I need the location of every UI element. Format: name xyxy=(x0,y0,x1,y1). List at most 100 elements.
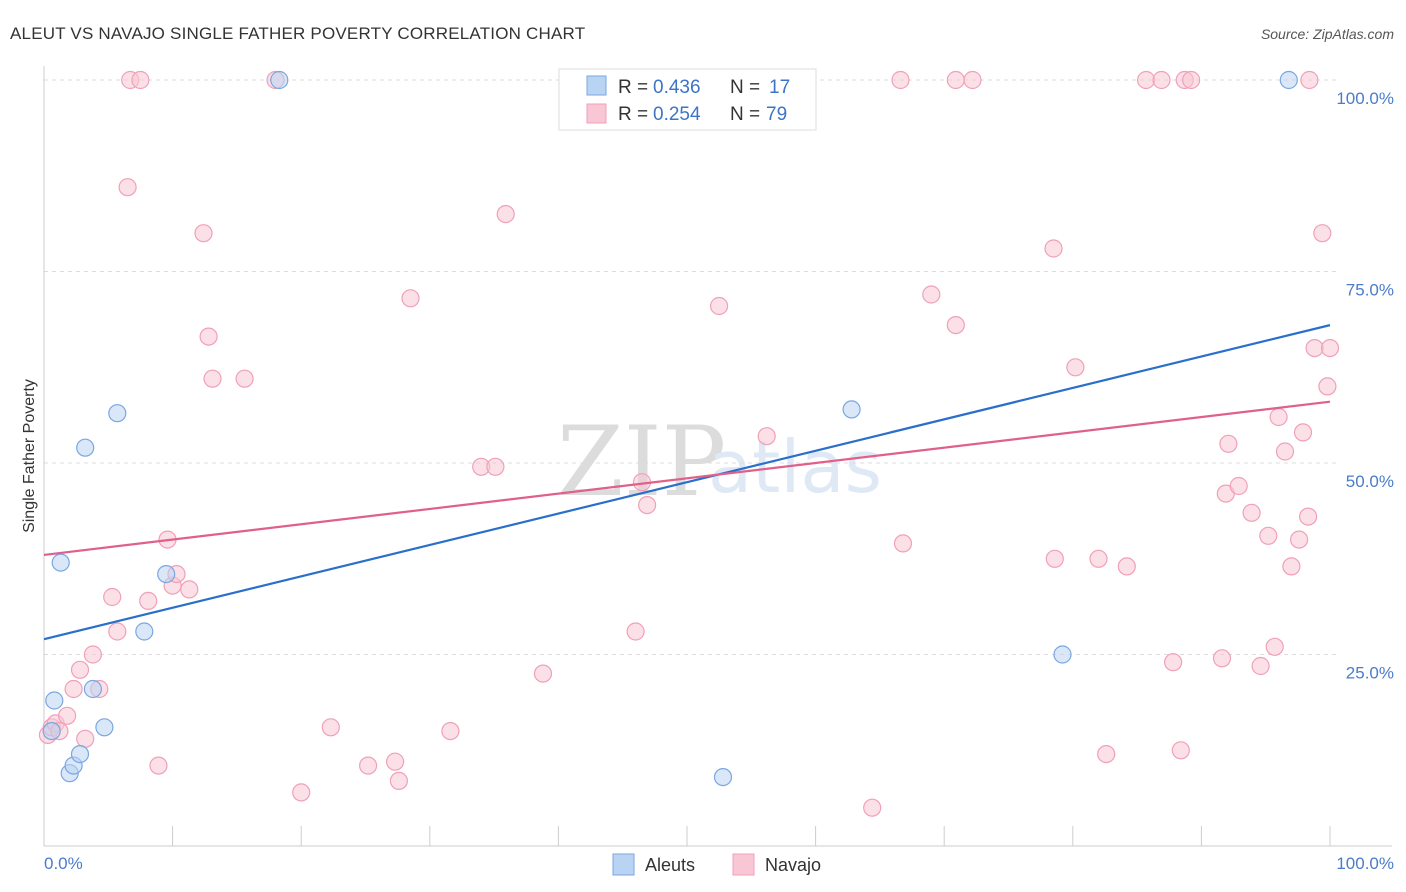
navajo-point xyxy=(1066,358,1085,377)
navajo-point xyxy=(386,752,405,771)
navajo-point xyxy=(1269,407,1288,427)
navajo-point xyxy=(194,224,213,243)
navajo-point xyxy=(893,534,913,553)
stats-legend-n-label-navajo: N = xyxy=(730,104,765,125)
navajo-point xyxy=(1259,526,1278,545)
navajo-point xyxy=(1152,70,1171,90)
navajo-point xyxy=(863,798,882,817)
aleuts-point xyxy=(76,438,95,457)
aleuts-points xyxy=(42,70,1298,787)
navajo-point xyxy=(1089,549,1108,568)
aleuts-point xyxy=(51,553,70,572)
aleuts-point xyxy=(842,400,861,419)
navajo-point xyxy=(1293,423,1313,442)
navajo-point xyxy=(1275,442,1295,461)
stats-legend-n-label-aleuts: N = xyxy=(730,77,765,98)
stats-legend-r-label-aleuts: R = xyxy=(618,77,653,98)
series-legend-swatch-navajo xyxy=(732,853,755,876)
y-tick-label: 75.0% xyxy=(1346,281,1394,300)
aleuts-point xyxy=(713,767,733,787)
navajo-point xyxy=(709,296,729,316)
navajo-point xyxy=(203,369,222,388)
aleuts-point xyxy=(45,691,64,710)
series-legend: Aleuts Navajo xyxy=(612,853,821,876)
chart-title: ALEUT VS NAVAJO SINGLE FATHER POVERTY CO… xyxy=(10,24,585,43)
navajo-trend-line xyxy=(43,400,1331,557)
aleuts-point xyxy=(270,70,289,90)
stats-legend-r-label-navajo: R = xyxy=(618,104,653,125)
series-legend-swatch-aleuts xyxy=(612,853,635,876)
stats-legend-r-value-navajo: 0.254 xyxy=(653,104,701,125)
navajo-point xyxy=(1289,530,1309,549)
aleuts-point xyxy=(1053,645,1072,664)
navajo-point xyxy=(757,427,776,446)
navajo-point xyxy=(235,369,254,388)
navajo-point xyxy=(292,783,311,802)
navajo-point xyxy=(103,587,122,607)
aleuts-point xyxy=(42,721,61,741)
navajo-point xyxy=(1219,434,1238,453)
navajo-point xyxy=(199,327,218,346)
navajo-point xyxy=(1171,741,1190,760)
navajo-point xyxy=(496,205,515,224)
navajo-point xyxy=(321,718,340,737)
aleuts-trend-line xyxy=(43,324,1331,641)
navajo-point xyxy=(922,285,941,304)
y-tick-label: 50.0% xyxy=(1346,472,1394,491)
navajo-point xyxy=(1097,744,1116,764)
x-tick-label-min: 0.0% xyxy=(44,854,83,873)
navajo-point xyxy=(389,771,408,791)
stats-legend-n-value-aleuts: 17 xyxy=(769,77,790,98)
navajo-point xyxy=(1117,557,1136,576)
aleuts-point xyxy=(157,564,176,584)
navajo-point xyxy=(57,706,77,725)
navajo-point xyxy=(1136,70,1156,90)
chart-source: Source: ZipAtlas.com xyxy=(1261,26,1394,42)
navajo-point xyxy=(118,178,137,197)
axes xyxy=(43,66,1392,847)
navajo-point xyxy=(1251,656,1270,676)
navajo-point xyxy=(963,70,982,90)
navajo-point xyxy=(1265,637,1284,656)
navajo-point xyxy=(1305,339,1324,358)
stats-legend: R = 0.436 N = 17 R = 0.254 N = 79 xyxy=(558,68,817,131)
navajo-point xyxy=(1298,507,1318,526)
navajo-point xyxy=(83,645,103,664)
navajo-point xyxy=(139,591,158,611)
navajo-point xyxy=(486,457,505,476)
navajo-point xyxy=(533,664,553,683)
stats-legend-n-value-navajo: 79 xyxy=(766,104,787,125)
navajo-point xyxy=(1163,653,1183,672)
navajo-point xyxy=(1313,224,1332,243)
navajo-point xyxy=(1045,549,1064,568)
gridlines xyxy=(44,79,1336,655)
stats-legend-swatch-navajo xyxy=(586,103,607,124)
navajo-point xyxy=(1320,339,1340,358)
navajo-point xyxy=(359,756,378,775)
navajo-point xyxy=(1212,649,1232,668)
navajo-points xyxy=(38,70,1340,817)
y-tick-label: 100.0% xyxy=(1336,89,1394,108)
aleuts-point xyxy=(135,622,154,641)
aleuts-point xyxy=(70,744,90,764)
navajo-point xyxy=(149,756,168,775)
aleuts-point xyxy=(83,679,103,699)
y-axis-label: Single Father Poverty xyxy=(21,379,38,533)
navajo-point xyxy=(637,496,657,515)
navajo-point xyxy=(131,70,150,90)
navajo-point xyxy=(1318,377,1337,396)
stats-legend-swatch-aleuts xyxy=(586,75,607,96)
y-tick-label: 25.0% xyxy=(1346,664,1394,683)
navajo-point xyxy=(64,679,83,699)
navajo-point xyxy=(1300,70,1319,90)
stats-legend-r-value-aleuts: 0.436 xyxy=(653,77,701,98)
aleuts-point xyxy=(95,718,114,737)
navajo-point xyxy=(441,721,460,741)
watermark-atlas: atlas xyxy=(708,425,882,509)
watermark: ZIP atlas xyxy=(557,406,882,518)
navajo-point xyxy=(76,729,95,748)
aleuts-point xyxy=(1279,70,1298,90)
navajo-point xyxy=(1282,557,1301,576)
navajo-point xyxy=(1044,239,1063,258)
